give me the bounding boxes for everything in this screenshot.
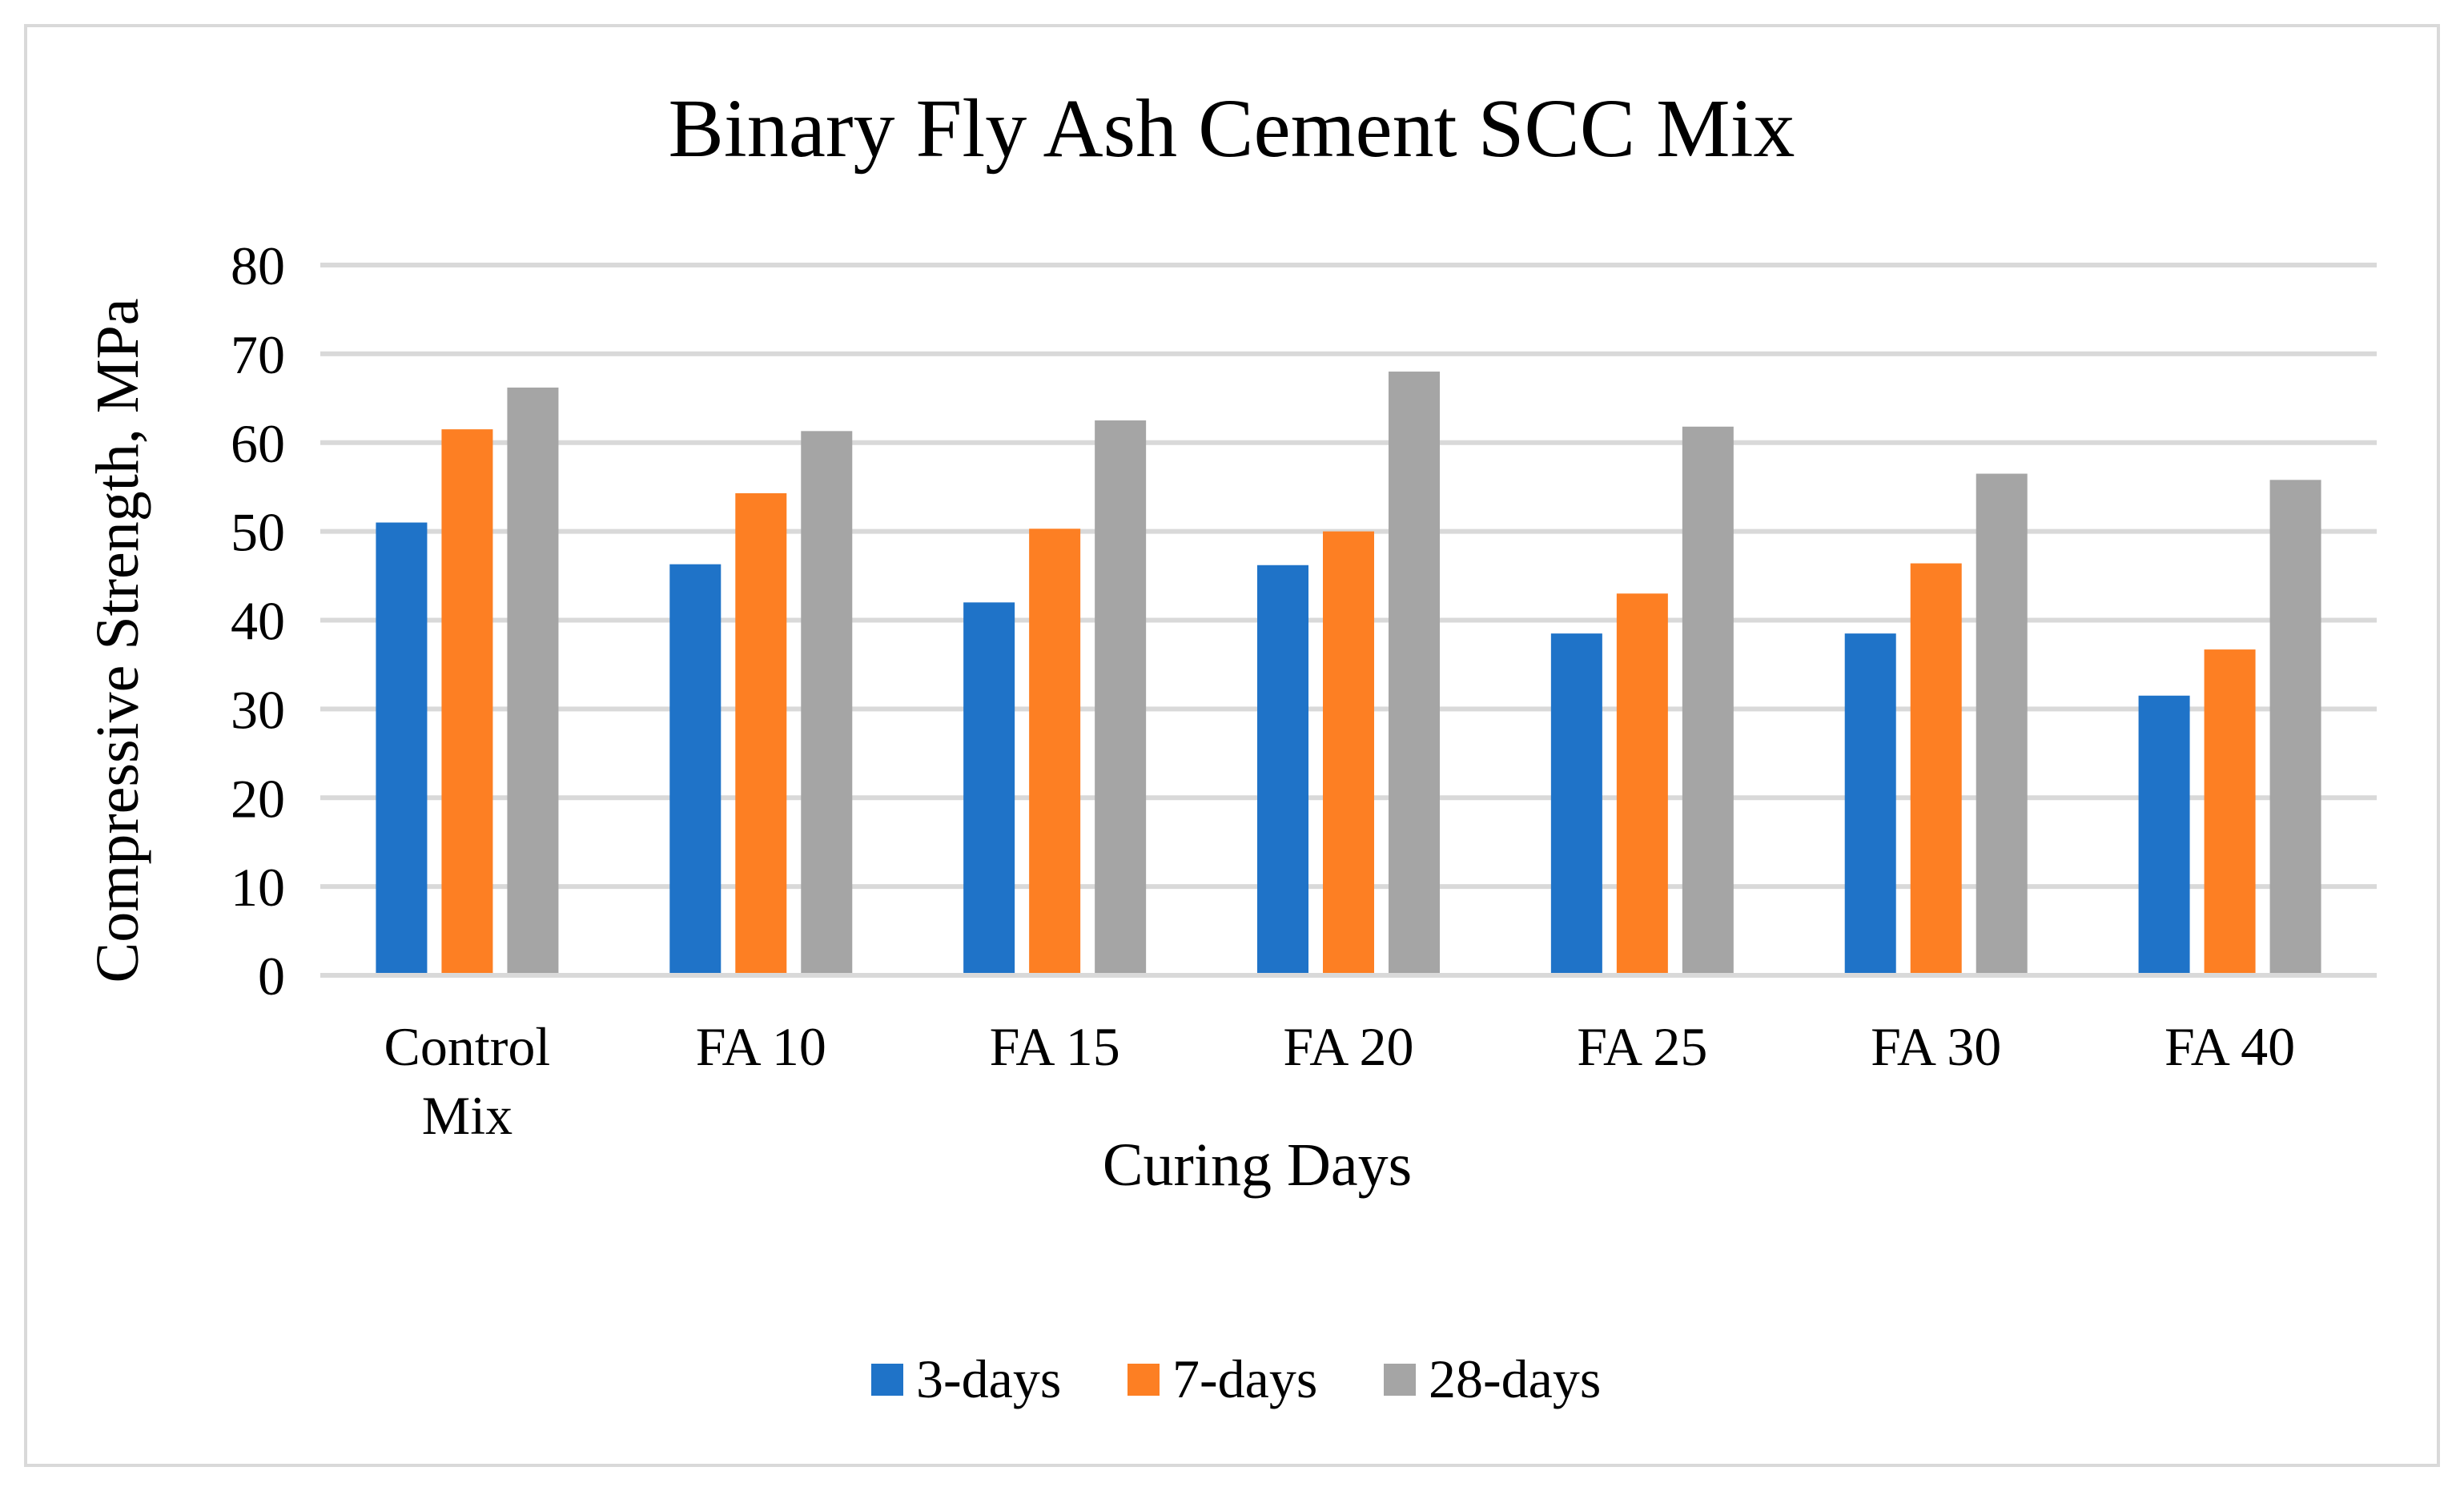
x-tick-labels: Control Mix FA 10 FA 15 FA 20 FA 25 FA 30 FA 40 [384, 1016, 2296, 1146]
y-tick-label: 60 [231, 413, 285, 474]
bars [320, 372, 2377, 978]
y-tick-label: 10 [231, 857, 285, 918]
y-tick-label: 0 [258, 946, 285, 1007]
legend: 3-days 7-days 28-days [871, 1348, 1601, 1409]
bar-3-days-fa-20 [1257, 565, 1308, 975]
y-tick-labels: 0 10 20 30 40 50 60 70 80 [231, 235, 285, 1007]
legend-swatch-28-days [1384, 1364, 1416, 1396]
x-tick-label: Control Mix [384, 1016, 551, 1146]
x-tick-label: FA 25 [1577, 1016, 1707, 1077]
bar-7-days-fa-30 [1910, 563, 1962, 975]
legend-label-28-days: 28-days [1429, 1348, 1601, 1409]
y-tick-label: 40 [231, 591, 285, 652]
bar-7-days-fa-20 [1323, 531, 1374, 975]
y-axis-label: Compressive Strength, MPa [84, 299, 151, 983]
x-tick-label: FA 30 [1871, 1016, 2001, 1077]
bar-7-days-fa-10 [735, 492, 787, 975]
bar-28-days-fa-15 [1095, 420, 1147, 975]
y-tick-label: 30 [231, 679, 285, 740]
bar-7-days-fa-15 [1029, 528, 1081, 975]
legend-label-3-days: 3-days [916, 1348, 1061, 1409]
legend-swatch-3-days [871, 1364, 903, 1396]
y-tick-label: 80 [231, 235, 285, 296]
legend-label-7-days: 7-days [1172, 1348, 1317, 1409]
x-tick-label: FA 15 [990, 1016, 1120, 1077]
x-tick-label: FA 20 [1283, 1016, 1413, 1077]
x-axis-label: Curing Days [1103, 1131, 1412, 1199]
legend-swatch-7-days [1127, 1364, 1160, 1396]
bar-3-days-fa-15 [963, 602, 1015, 975]
bar-7-days-control-mix [441, 429, 493, 975]
y-tick-label: 50 [231, 502, 285, 563]
bar-3-days-fa-25 [1550, 633, 1602, 975]
bar-7-days-fa-40 [2204, 649, 2256, 975]
chart-title: Binary Fly Ash Cement SCC Mix [668, 82, 1795, 175]
bar-7-days-fa-25 [1616, 593, 1668, 975]
bar-28-days-fa-10 [801, 431, 853, 975]
y-tick-label: 20 [231, 768, 285, 829]
bar-28-days-fa-25 [1682, 426, 1734, 975]
bar-28-days-fa-40 [2269, 480, 2321, 975]
bar-28-days-fa-30 [1976, 473, 2028, 975]
x-tick-label: FA 40 [2165, 1016, 2295, 1077]
bar-28-days-control-mix [507, 388, 559, 975]
bar-3-days-control-mix [376, 522, 428, 975]
bar-3-days-fa-40 [2138, 695, 2190, 975]
bar-28-days-fa-20 [1389, 372, 1440, 975]
y-tick-label: 70 [231, 324, 285, 385]
bar-3-days-fa-30 [1844, 633, 1896, 975]
bar-3-days-fa-10 [669, 564, 722, 975]
x-tick-label: FA 10 [696, 1016, 826, 1077]
